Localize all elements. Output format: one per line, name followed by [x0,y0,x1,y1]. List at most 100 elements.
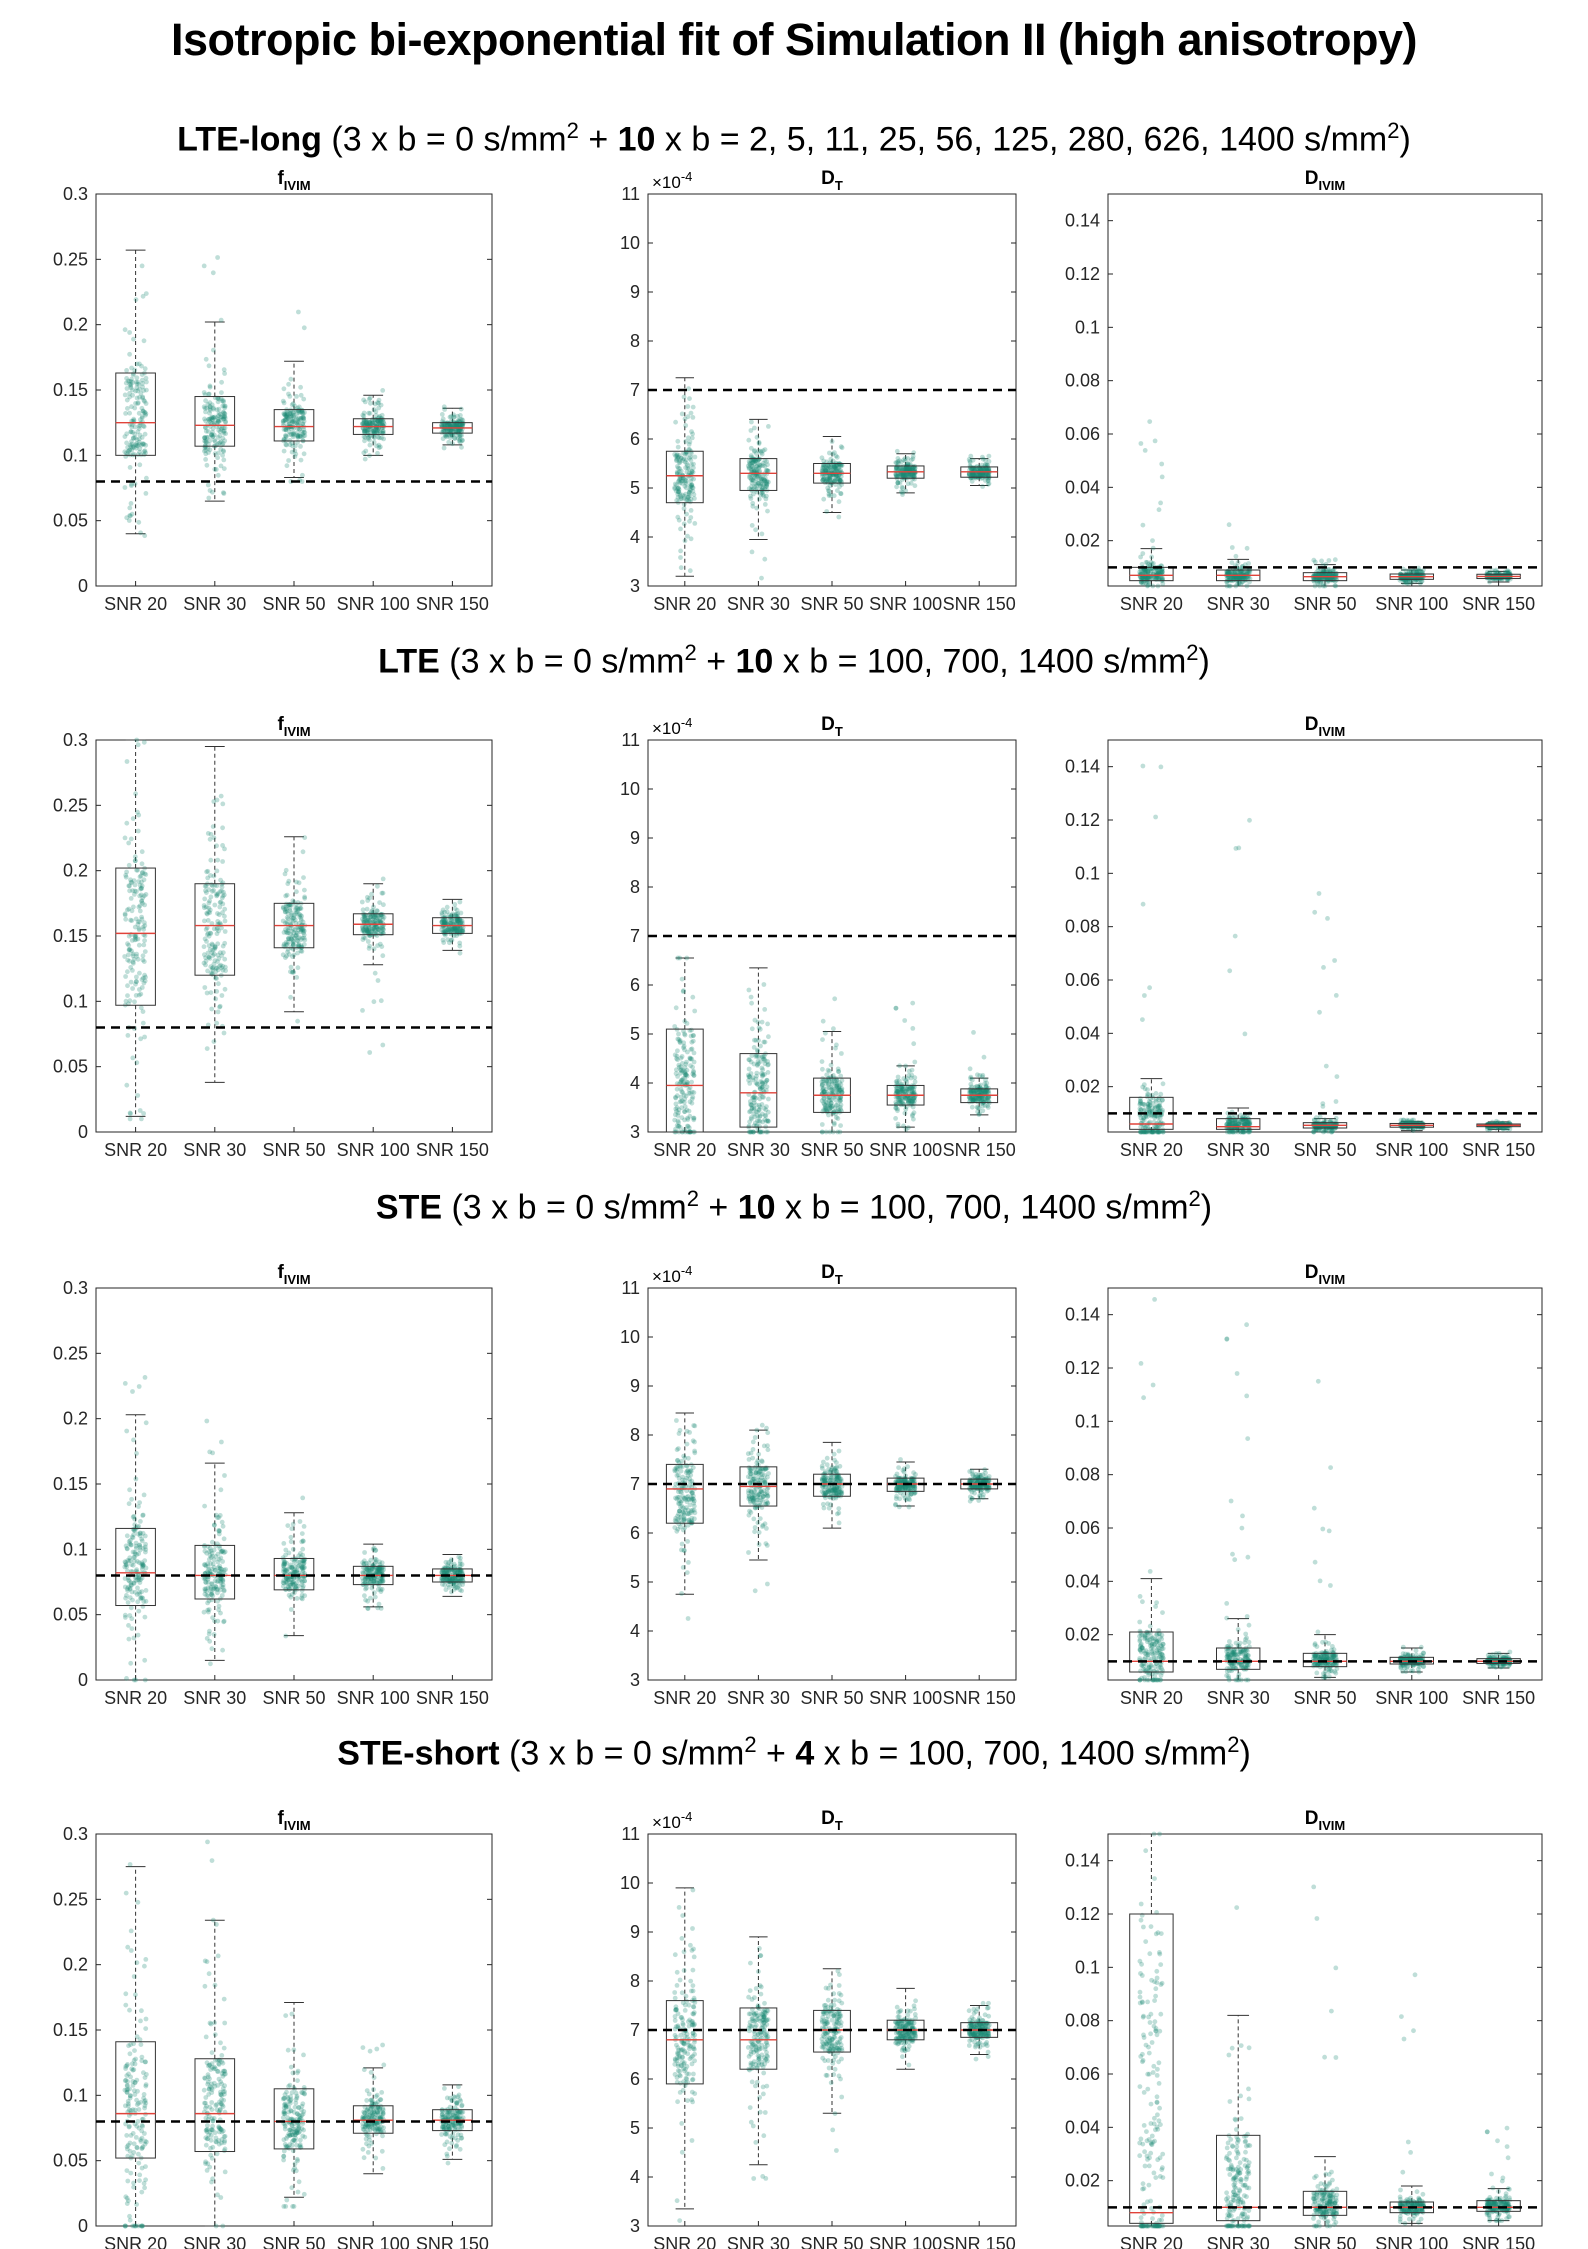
data-point [201,903,207,908]
data-point [216,410,222,416]
data-point [127,513,133,519]
data-point [130,380,135,385]
data-point [134,974,139,980]
y-tick-label: 0.08 [1065,371,1100,391]
data-point [143,442,149,448]
data-point [296,420,301,426]
data-point [895,1124,901,1129]
data-point [1140,1017,1145,1022]
data-point [1138,572,1144,577]
data-point [217,900,223,905]
data-point [361,418,367,423]
data-point [129,447,135,453]
data-point [212,451,218,456]
data-point [207,418,213,424]
section-sup: 2 [1188,1186,1201,1211]
data-point [369,891,374,897]
box-snr-100 [886,1000,925,1132]
data-point [209,415,214,421]
y-tick-label: 0.1 [63,991,88,1011]
data-point [752,1037,757,1043]
data-point [685,463,690,468]
data-point [749,419,754,425]
data-point [893,1099,899,1105]
box-snr-150 [960,1030,999,1117]
data-point [210,433,216,439]
x-tick-label: SNR 150 [943,1140,1016,1160]
data-point [748,466,754,471]
data-point [131,371,136,376]
data-point [1141,1117,1147,1123]
data-point [133,445,139,451]
data-point [836,499,842,505]
data-point [134,441,139,446]
data-point [446,439,452,445]
data-point [137,893,143,899]
box-snr-20 [115,737,156,1122]
data-point [203,439,209,445]
data-point [911,1091,917,1097]
data-point [134,437,140,443]
data-point [220,801,226,807]
data-point [756,457,761,463]
data-point [135,388,141,394]
data-point [136,519,142,525]
data-point [127,442,133,448]
data-point [141,398,147,403]
data-point [211,1039,217,1044]
data-point [1158,764,1164,770]
data-point [748,428,754,433]
data-point [380,1042,386,1048]
data-point [127,382,133,387]
x-tick-label: SNR 20 [1120,1140,1183,1160]
data-point [138,417,143,422]
data-point [129,441,135,447]
y-tick-label: 0.3 [63,184,88,204]
data-point [1143,559,1149,565]
data-point [219,390,224,395]
data-point [128,979,134,985]
data-point [132,435,138,441]
data-point [295,950,300,956]
data-point [672,486,678,492]
x-tick-label: SNR 100 [869,594,942,614]
data-point [1156,507,1162,513]
data-point [911,1096,916,1102]
data-point [678,555,683,560]
data-point [222,906,228,912]
data-point [903,1063,908,1069]
data-point [281,427,287,432]
data-point [212,439,218,444]
box-snr-30 [739,967,778,1135]
data-point [220,859,226,864]
data-point [206,887,212,893]
data-point [134,737,140,743]
section-text: x b = 100, 700, 1400 s/mm [775,1188,1189,1227]
data-point [218,439,224,444]
data-point [839,1051,844,1056]
data-point [764,493,769,499]
data-point [283,893,289,899]
data-point [205,402,211,407]
data-point [223,419,228,425]
data-point [203,438,209,444]
data-point [372,430,377,435]
data-point [222,929,228,934]
data-point [756,1061,761,1066]
data-point [823,1030,828,1036]
x-tick-label: SNR 20 [1120,594,1183,614]
x-tick-label: SNR 100 [869,1140,942,1160]
data-point [680,458,686,463]
data-point [144,387,149,393]
data-point [205,968,211,974]
data-point [202,896,208,902]
data-point [678,526,683,532]
figure-title: Isotropic bi-exponential fit of Simulati… [171,14,1418,65]
data-point [206,905,212,911]
data-point [367,943,372,949]
data-point [381,902,386,908]
data-point [201,944,207,950]
x-tick-label: SNR 100 [337,1140,410,1160]
data-point [209,432,214,438]
